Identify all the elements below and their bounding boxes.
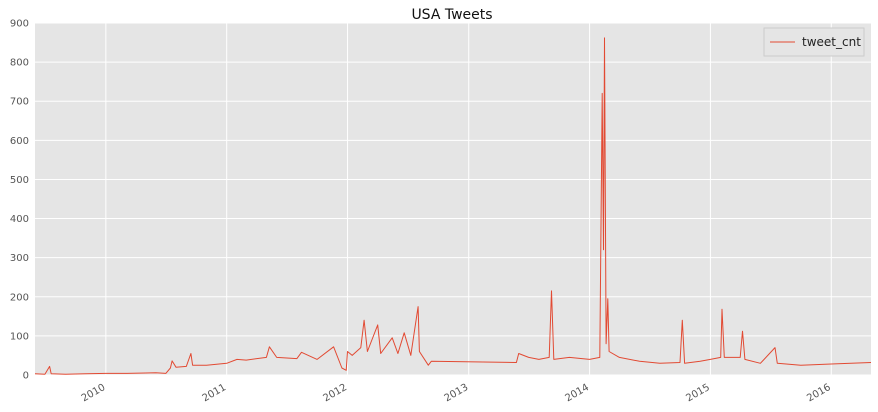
- grid: [35, 22, 871, 376]
- y-tick-label: 900: [10, 19, 29, 30]
- x-tick-label: 2012: [322, 382, 350, 404]
- series-line-tweet_cnt: [34, 37, 872, 375]
- chart-title: USA Tweets: [411, 7, 492, 23]
- legend: tweet_cnt: [763, 27, 865, 57]
- y-tick-label: 400: [10, 214, 29, 225]
- y-tick-label: 300: [10, 253, 29, 264]
- x-tick-label: 2016: [805, 382, 833, 404]
- plot-background: [35, 23, 871, 375]
- legend-box: [763, 27, 865, 57]
- series-layer: [34, 37, 872, 375]
- x-axis: 2010 2011 2012 2013 2014 2015 2016: [80, 382, 833, 404]
- y-tick-label: 800: [10, 58, 29, 69]
- y-tick-label: 0: [23, 371, 29, 382]
- y-tick-label: 700: [10, 97, 29, 108]
- y-tick-label: 200: [10, 292, 29, 303]
- x-tick-label: 2011: [201, 382, 229, 404]
- x-tick-label: 2014: [564, 382, 592, 404]
- y-tick-label: 600: [10, 136, 29, 147]
- x-tick-label: 2015: [684, 382, 712, 404]
- legend-label: tweet_cnt: [802, 35, 861, 49]
- y-axis: 0 100 200 300 400 500 600 700 800 900: [10, 19, 29, 382]
- x-tick-label: 2013: [443, 382, 471, 404]
- x-tick-label: 2010: [80, 382, 108, 404]
- y-tick-label: 100: [10, 331, 29, 342]
- y-tick-label: 500: [10, 175, 29, 186]
